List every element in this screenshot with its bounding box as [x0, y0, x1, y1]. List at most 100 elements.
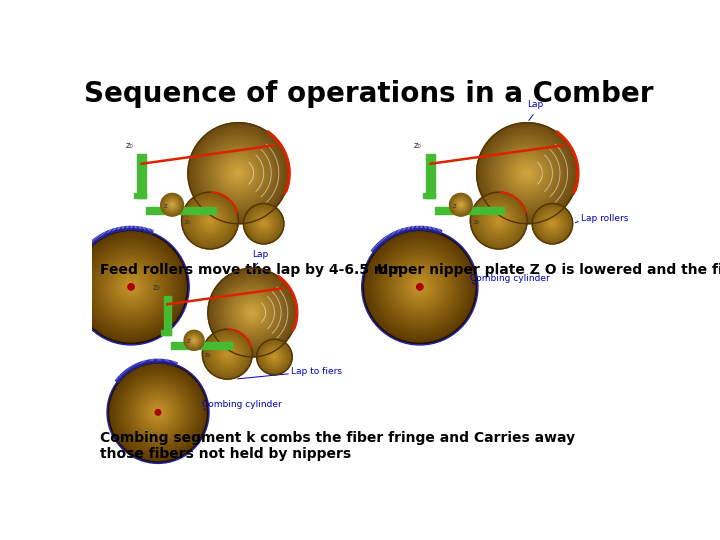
Circle shape	[490, 136, 565, 211]
Circle shape	[246, 207, 281, 241]
Circle shape	[261, 222, 266, 226]
Circle shape	[189, 199, 232, 242]
Circle shape	[205, 216, 215, 225]
Circle shape	[77, 233, 185, 341]
Circle shape	[260, 220, 268, 228]
Circle shape	[199, 211, 220, 231]
Circle shape	[219, 279, 286, 346]
Circle shape	[518, 164, 536, 182]
Circle shape	[258, 218, 270, 230]
Circle shape	[208, 143, 269, 204]
Circle shape	[495, 140, 560, 206]
Circle shape	[485, 132, 569, 215]
Circle shape	[389, 255, 451, 318]
Circle shape	[520, 166, 535, 181]
Circle shape	[165, 197, 180, 212]
Circle shape	[459, 202, 463, 207]
Circle shape	[120, 275, 143, 298]
Circle shape	[111, 365, 205, 460]
Circle shape	[253, 214, 274, 234]
Circle shape	[91, 247, 171, 327]
Circle shape	[404, 271, 436, 302]
Circle shape	[526, 172, 528, 174]
Circle shape	[111, 267, 151, 307]
Circle shape	[201, 212, 219, 230]
Circle shape	[211, 272, 293, 354]
Circle shape	[108, 362, 208, 462]
Circle shape	[517, 163, 537, 183]
Circle shape	[482, 128, 572, 219]
Circle shape	[454, 198, 468, 212]
Circle shape	[124, 280, 138, 294]
Circle shape	[398, 266, 441, 308]
Circle shape	[210, 271, 294, 355]
Circle shape	[535, 207, 570, 241]
Circle shape	[87, 243, 175, 331]
Circle shape	[223, 284, 281, 341]
Circle shape	[247, 307, 258, 318]
Circle shape	[186, 332, 203, 349]
Circle shape	[206, 140, 271, 206]
Circle shape	[216, 151, 261, 196]
Circle shape	[128, 284, 134, 289]
Circle shape	[208, 335, 246, 373]
Circle shape	[523, 170, 531, 177]
Text: Upper nipper plate Z O is lowered and the fibers are nipped: Upper nipper plate Z O is lowered and th…	[377, 262, 720, 276]
Circle shape	[236, 171, 241, 176]
Circle shape	[76, 232, 186, 342]
Circle shape	[544, 214, 562, 233]
Circle shape	[138, 393, 178, 433]
Circle shape	[193, 204, 227, 238]
Circle shape	[515, 160, 540, 186]
Text: z: z	[186, 338, 190, 344]
Circle shape	[163, 197, 181, 213]
Circle shape	[258, 341, 290, 373]
Circle shape	[181, 192, 238, 249]
Circle shape	[78, 234, 184, 340]
Circle shape	[458, 202, 464, 208]
Circle shape	[494, 216, 503, 225]
Circle shape	[118, 274, 144, 300]
Circle shape	[480, 202, 517, 239]
Circle shape	[498, 144, 557, 202]
Circle shape	[116, 370, 200, 455]
Circle shape	[154, 409, 162, 416]
Circle shape	[258, 340, 292, 374]
Circle shape	[470, 192, 527, 249]
Circle shape	[549, 221, 555, 227]
Circle shape	[386, 253, 454, 321]
Circle shape	[218, 278, 287, 347]
Circle shape	[86, 241, 176, 332]
Circle shape	[189, 336, 199, 345]
Circle shape	[260, 343, 289, 371]
Circle shape	[539, 211, 565, 237]
Circle shape	[193, 339, 195, 342]
Circle shape	[477, 199, 521, 242]
Circle shape	[370, 237, 469, 336]
Circle shape	[228, 163, 248, 183]
Circle shape	[267, 350, 282, 364]
Circle shape	[539, 210, 567, 238]
Circle shape	[213, 274, 291, 352]
Circle shape	[203, 138, 274, 208]
Circle shape	[263, 222, 265, 225]
Circle shape	[480, 125, 575, 221]
Circle shape	[193, 128, 284, 219]
Circle shape	[114, 270, 148, 304]
Circle shape	[256, 217, 271, 231]
Bar	[171, 342, 233, 349]
Circle shape	[188, 334, 200, 346]
Circle shape	[112, 268, 150, 305]
Circle shape	[228, 288, 276, 337]
Circle shape	[152, 406, 164, 418]
Circle shape	[503, 149, 551, 197]
Circle shape	[455, 199, 467, 211]
Circle shape	[456, 199, 466, 210]
Circle shape	[492, 138, 562, 208]
Circle shape	[148, 402, 168, 422]
Circle shape	[128, 284, 134, 290]
Circle shape	[183, 193, 238, 248]
Circle shape	[195, 206, 225, 235]
Circle shape	[140, 395, 176, 430]
Text: Lap: Lap	[252, 249, 268, 259]
